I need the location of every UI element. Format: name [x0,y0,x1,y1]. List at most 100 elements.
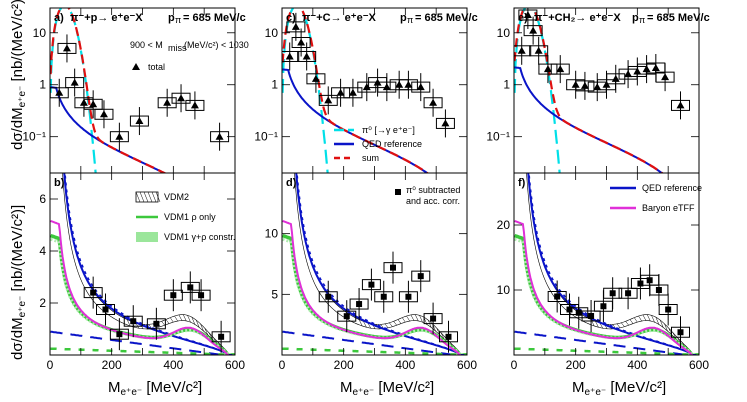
vdm2-hatch [126,319,131,327]
data-point-marker [445,333,452,340]
data-point-marker [580,81,589,89]
data-point-marker [416,83,425,91]
legend-hatch [147,191,153,203]
data-point-marker [89,100,98,108]
data-point [171,84,191,113]
legend-hatch [139,191,145,203]
x-axis-title-2: Me⁺e⁻ [MeV/c²] [340,379,434,398]
momentum-label: p [168,12,175,24]
data-point-marker [661,73,670,81]
data-point [191,279,211,312]
data-point-marker [600,303,607,310]
data-point [655,63,675,92]
y-tick-label: 10⁻¹ [486,130,510,144]
momentum-value: = 685 MeV/c [183,12,246,24]
data-point-marker [130,318,137,325]
vdm2-hatch [389,322,393,327]
data-point-marker [429,98,438,106]
data-point-marker [646,277,653,284]
data-point [523,16,543,45]
panel-label: e) [518,12,528,24]
qed-curve [527,173,699,355]
data-point-marker [523,10,532,18]
vdm2-hatch [616,323,621,329]
data-point [349,288,369,321]
data-point [649,274,669,306]
legend-swatch [136,232,158,242]
data-point-marker [534,46,543,54]
data-point-marker [190,101,199,109]
vdm2-hatch [182,314,187,322]
data-point-marker [556,65,565,73]
data-point-marker [70,78,79,86]
data-point [575,71,595,100]
data-point-marker [676,101,685,109]
data-point [291,28,311,57]
svg-text:dσ/dMe⁺e⁻ [nb/(MeV/c²)]: dσ/dMe⁺e⁻ [nb/(MeV/c²)] [9,0,28,150]
vdm2-hatch [358,319,363,327]
baryon-curve [514,219,699,355]
vdm2-hatch [638,315,642,322]
legend-hatch [143,191,149,203]
baryon-curve [50,219,235,355]
data-point [658,293,678,326]
x-axis-title-1: Me⁺e⁻ [MeV/c²] [108,379,202,398]
panel-label: d) [286,177,297,189]
data-point-marker [348,88,357,96]
data-point [109,318,129,351]
data-point [343,78,363,107]
reaction-label: π⁻+CH₂→ e⁺e⁻X [534,12,621,24]
y-axis-title-top: dσ/dMe⁺e⁻ [nb/(MeV/c²)] [9,0,28,150]
data-point [550,55,570,84]
data-point [603,277,623,310]
data-point [65,68,85,97]
data-point-marker [380,293,387,300]
y-tick-label: 1 [503,78,510,92]
data-point [337,300,357,333]
data-point [398,280,418,313]
vdm2-hatch [651,315,655,323]
y-tick-label: 10 [265,26,279,40]
legend-label: VDM1 ρ only [164,212,216,222]
data-point [423,302,443,335]
data-point-marker [362,83,371,91]
data-point [671,91,690,120]
data-point-marker [382,83,391,91]
qed-curve [50,86,167,173]
momentum-subscript: π [175,15,181,25]
data-point-marker [215,132,224,140]
data-point-marker [575,309,582,316]
data-point [210,122,230,151]
data-point [129,107,149,136]
data-point [123,305,143,338]
svg-text:dσ/dMe⁺e⁻ [nb/(MeV/c²)]: dσ/dMe⁺e⁻ [nb/(MeV/c²)] [9,205,28,360]
data-point-marker [543,65,552,73]
data-point-marker [405,293,412,300]
data-point [297,42,317,71]
data-point-marker [135,117,144,125]
data-point [538,55,558,84]
vdm2-hatch [634,317,638,323]
data-point [529,36,549,65]
y-tick-label: 1 [39,78,46,92]
vdm2-hatch [621,322,625,327]
data-point-marker [285,52,294,60]
x-tick-label: 200 [102,358,122,372]
x-tick-label: 200 [566,358,586,372]
y-tick-label: 5 [271,287,278,301]
panel-a: 10 1 10⁻¹ a) π⁻+p→ e⁺e⁻X p π = 685 MeV/c 900 < M… [22,7,249,174]
data-point [94,100,114,129]
vdm2-hatch [646,314,651,322]
data-point-marker [390,264,396,271]
mass-cut-subscript: miss [168,43,187,53]
vdm2-hatch [397,319,402,324]
data-point-marker [55,88,64,96]
data-point [180,271,200,304]
y-tick-label: 10 [33,26,47,40]
x-tick-label: 400 [627,358,647,372]
data-point [383,251,403,284]
legend-label: Baryon eTFF [642,203,695,213]
note-marker [395,189,401,195]
